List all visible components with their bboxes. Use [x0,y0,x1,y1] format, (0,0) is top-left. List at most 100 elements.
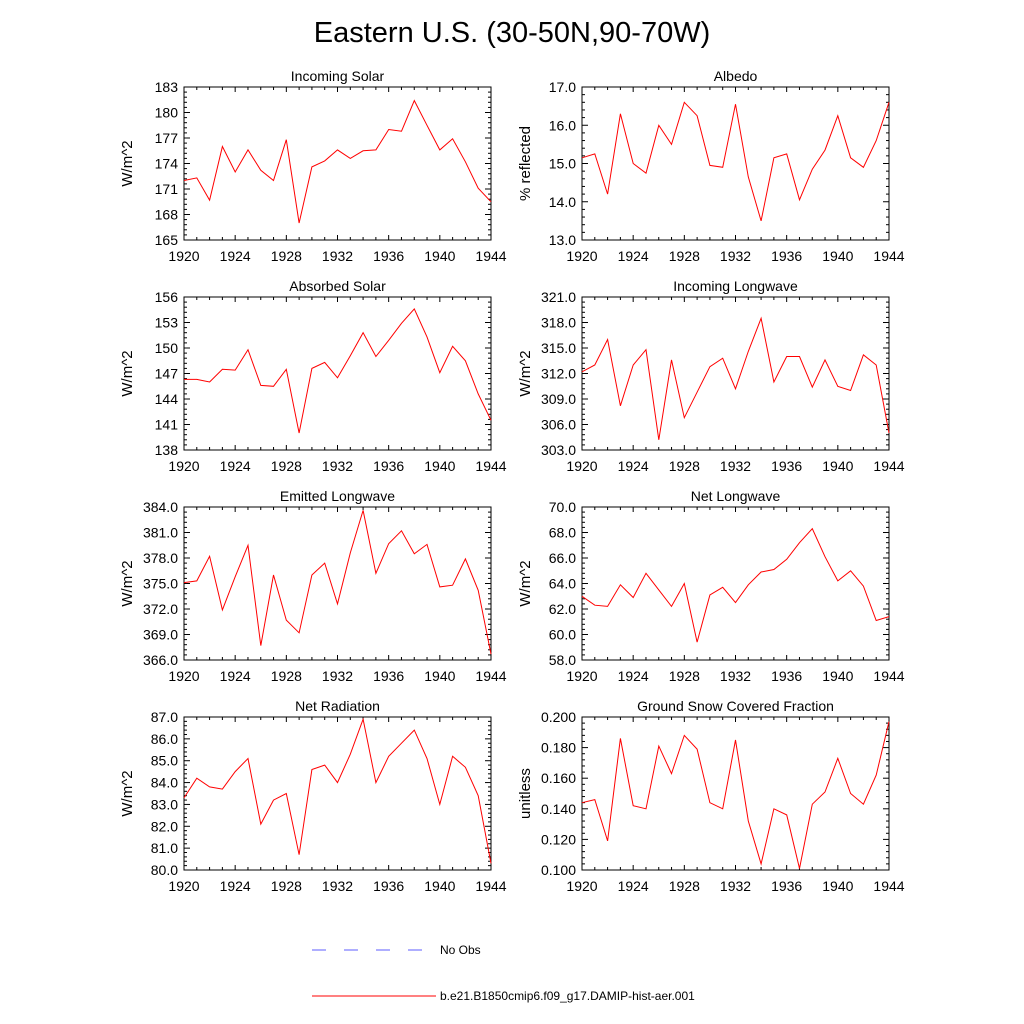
y-tick-label: 312.0 [541,366,576,382]
panel-title: Net Longwave [691,488,781,504]
y-tick-label: 80.0 [151,862,178,878]
x-tick-label: 1944 [873,458,904,474]
y-axis-label: W/m^2 [119,140,136,186]
y-tick-label: 64.0 [549,576,576,592]
panel: Ground Snow Covered Fraction unitless 1920… [517,698,905,894]
y-tick-label: 16.0 [549,117,576,133]
x-tick-label: 1940 [822,878,853,894]
y-tick-label: 366.0 [143,652,178,668]
y-tick-label: 141 [155,417,179,433]
y-tick-label: 0.160 [541,770,576,786]
series-line [183,99,492,224]
y-tick-label: 86.0 [151,731,178,747]
x-tick-label: 1940 [822,458,853,474]
y-tick-label: 180 [155,105,179,121]
legend-model-label: b.e21.B1850cmip6.f09_g17.DAMIP-hist-aer.… [440,989,695,1003]
y-tick-label: 83.0 [151,796,178,812]
series-line [184,307,492,434]
x-tick-label: 1940 [822,248,853,264]
x-tick-label: 1940 [424,248,455,264]
x-tick-label: 1932 [720,668,751,684]
plot-frame [581,296,890,451]
x-tick-label: 1936 [771,248,802,264]
y-tick-label: 17.0 [549,79,576,95]
panel: Albedo % reflected 1920 1924 1928 1932 1936 194… [517,68,905,264]
x-tick-label: 1936 [373,668,404,684]
series-line [183,717,492,864]
y-tick-label: 0.180 [541,740,576,756]
y-tick-label: 168 [155,207,179,223]
x-tick-label: 1944 [475,458,506,474]
legend: No Obs b.e21.B1850cmip6.f09_g17.DAMIP-hi… [312,943,695,1003]
y-tick-label: 321.0 [541,289,576,305]
x-tick-label: 1924 [618,248,649,264]
x-tick-label: 1936 [373,458,404,474]
y-tick-label: 144 [155,391,179,407]
x-tick-label: 1924 [618,668,649,684]
x-tick-label: 1924 [618,458,649,474]
y-axis-label: W/m^2 [517,350,534,396]
x-tick-label: 1940 [424,458,455,474]
y-axis-label: unitless [517,768,534,819]
x-tick-label: 1928 [669,248,700,264]
panel: Incoming Longwave W/m^2 1920 1924 1928 1932 19… [517,278,905,474]
x-tick-label: 1944 [475,668,506,684]
panel-title: Net Radiation [295,698,380,714]
x-tick-label: 1936 [771,668,802,684]
legend-no-obs-label: No Obs [440,943,481,957]
x-tick-label: 1920 [168,668,199,684]
x-tick-label: 1940 [822,668,853,684]
panel-title: Incoming Solar [291,68,385,84]
y-tick-label: 87.0 [151,709,178,725]
x-tick-label: 1932 [322,878,353,894]
x-tick-label: 1920 [168,458,199,474]
y-axis-label: W/m^2 [119,560,136,606]
panel: Emitted Longwave W/m^2 1920 1924 1928 1932 193… [119,488,507,684]
x-tick-label: 1936 [771,458,802,474]
y-tick-label: 84.0 [151,775,178,791]
panel-title: Emitted Longwave [280,488,395,504]
x-tick-label: 1944 [475,878,506,894]
x-tick-label: 1932 [322,458,353,474]
y-tick-label: 0.200 [541,709,576,725]
plot-frame [581,86,890,241]
x-tick-label: 1928 [271,668,302,684]
y-tick-label: 13.0 [549,232,576,248]
x-tick-label: 1928 [271,248,302,264]
plot-frame [183,506,492,661]
y-tick-label: 85.0 [151,753,178,769]
y-tick-label: 0.100 [541,862,576,878]
y-tick-label: 165 [155,232,179,248]
series-line [183,510,492,655]
y-tick-label: 0.140 [541,801,576,817]
x-tick-label: 1944 [475,248,506,264]
y-tick-label: 0.120 [541,831,576,847]
panel-title: Incoming Longwave [673,278,798,294]
y-tick-label: 81.0 [151,840,178,856]
y-tick-label: 82.0 [151,818,178,834]
y-tick-label: 60.0 [549,627,576,643]
x-tick-label: 1920 [566,248,597,264]
x-tick-label: 1920 [168,878,199,894]
plot-frame [183,86,492,241]
panel: Net Radiation W/m^2 1920 1924 1928 1932 1936 19… [119,698,507,894]
x-tick-label: 1924 [220,458,251,474]
x-tick-label: 1940 [424,878,455,894]
y-tick-label: 138 [155,442,179,458]
series-line [581,721,890,869]
x-tick-label: 1920 [566,458,597,474]
x-tick-label: 1944 [873,248,904,264]
x-tick-label: 1940 [424,668,455,684]
y-tick-label: 156 [155,289,179,305]
series-line [581,101,890,222]
y-tick-label: 303.0 [541,442,576,458]
x-tick-label: 1944 [873,668,904,684]
x-tick-label: 1920 [168,248,199,264]
y-axis-label: W/m^2 [119,770,136,816]
y-tick-label: 315.0 [541,340,576,356]
y-tick-label: 381.0 [143,525,178,541]
x-tick-label: 1928 [669,878,700,894]
x-tick-label: 1928 [669,668,700,684]
y-tick-label: 306.0 [541,417,576,433]
